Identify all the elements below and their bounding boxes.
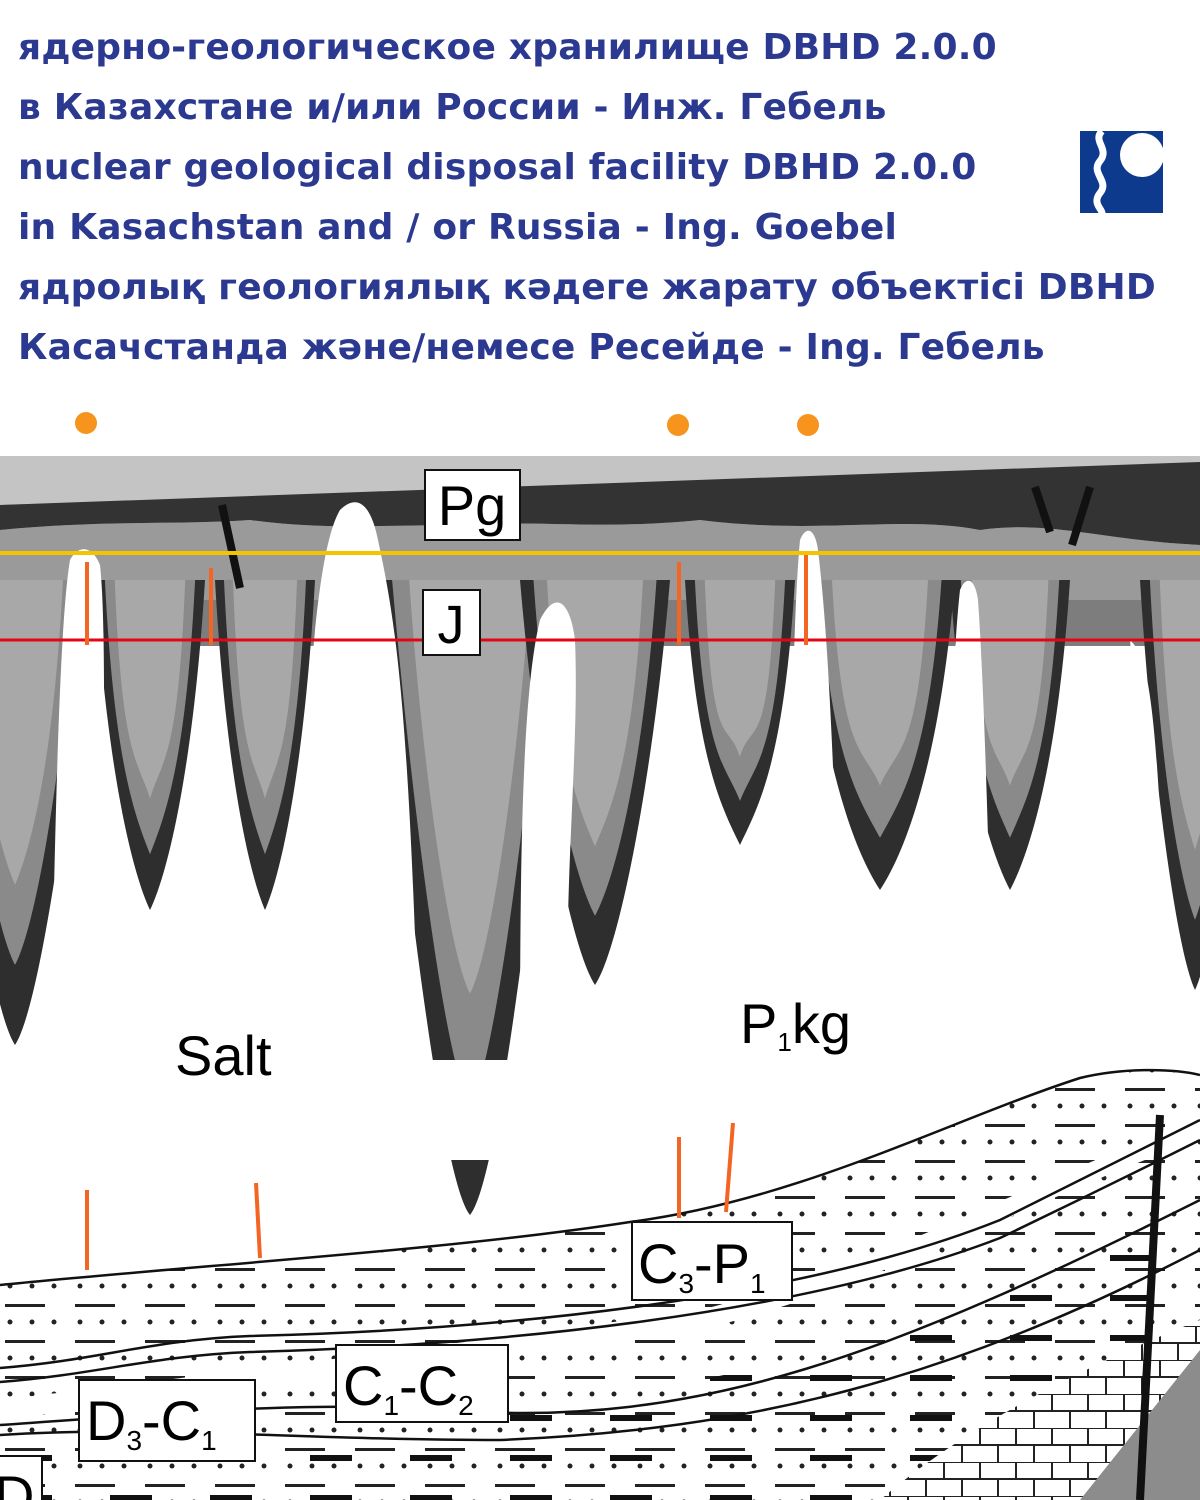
- svg-text:D3-C1: D3-C1: [86, 1389, 217, 1456]
- syncline-fill: [1159, 580, 1200, 850]
- label-d3-c1: D3-C1: [78, 1379, 256, 1462]
- faults: [218, 485, 1164, 1500]
- label-p1kg: P1kg: [740, 992, 851, 1057]
- label-c1-c2: C1-C2: [335, 1344, 509, 1423]
- svg-text:D: D: [0, 1464, 34, 1500]
- syncline-fill: [832, 580, 928, 786]
- svg-text:C3-P1: C3-P1: [638, 1232, 766, 1299]
- syncline-fill: [409, 580, 531, 994]
- syncline-fill: [0, 580, 63, 885]
- syncline-fill: [233, 580, 297, 799]
- label-j: J: [422, 589, 481, 656]
- svg-text:J: J: [438, 595, 465, 655]
- wave-and-circle-logo-icon: [1080, 131, 1163, 213]
- svg-text:C1-C2: C1-C2: [343, 1354, 474, 1421]
- svg-text:Pg: Pg: [438, 474, 507, 537]
- syncline-fill: [971, 580, 1049, 786]
- title-line-4: in Kasachstan and / or Russia - Ing. Goe…: [18, 207, 898, 248]
- syncline-fill: [114, 580, 186, 799]
- marker-dots: [75, 412, 819, 436]
- title-line-5: ядролық геологиялық кәдеге жарату объект…: [18, 267, 1156, 308]
- syncline-fill: [704, 580, 776, 757]
- salt-domes: [0, 502, 1200, 1160]
- label-c3-p1: C3-P1: [631, 1221, 793, 1301]
- title-block: ядерно-геологическое хранилище DBHD 2.0.…: [18, 18, 1156, 378]
- synclines: [0, 580, 1200, 1215]
- label-d: D: [0, 1455, 43, 1500]
- title-line-1: ядерно-геологическое хранилище DBHD 2.0.…: [18, 27, 997, 68]
- label-pg: Pg: [424, 469, 521, 541]
- title-line-3: nuclear geological disposal facility DBH…: [18, 147, 977, 188]
- title-line-6: Касачстанда және/немесе Ресейде - Ing. Г…: [18, 327, 1045, 368]
- borehole-lines: [85, 555, 808, 1270]
- title-line-2: в Казахстане и/или России - Инж. Гебель: [18, 87, 887, 128]
- sediment-layers: [0, 1068, 1200, 1500]
- label-salt: Salt: [175, 1024, 272, 1087]
